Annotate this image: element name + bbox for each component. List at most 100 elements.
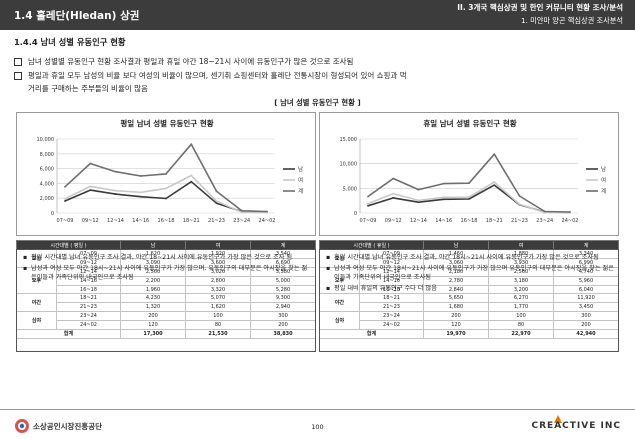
footer-org-name: 소상공인시장진흥공단	[33, 422, 102, 431]
data-point	[165, 173, 167, 175]
data-point	[367, 195, 369, 198]
y-tick-label: 0	[354, 211, 357, 217]
bullet-text-continued: 거리를 구매하는 주부들의 비율이 많음	[28, 84, 148, 93]
y-tick-label: 6,000	[40, 167, 54, 173]
legend-label: 여	[601, 176, 606, 184]
data-point	[493, 184, 496, 187]
data-point	[468, 182, 470, 185]
data-point	[442, 182, 445, 185]
chart-title: 평일 남녀 성별 유동인구 현황	[120, 119, 214, 128]
note-item: 평일 대비 휴일의 유동인구 수다 더 많음	[326, 284, 614, 294]
y-tick-label: 8,000	[40, 152, 54, 158]
x-tick-label: 14~16	[435, 218, 452, 224]
chart-title: 휴일 남녀 성별 유동인구 현황	[423, 119, 517, 128]
org-logo-icon	[15, 419, 29, 433]
brand-mark-icon	[554, 415, 562, 423]
data-point	[89, 185, 92, 188]
data-point	[442, 198, 445, 201]
legend-label: 여	[298, 176, 303, 184]
data-point	[569, 211, 571, 213]
table-total-row: 합계 17,300 21,530 38,830	[16, 329, 316, 339]
data-point	[367, 204, 369, 207]
data-point	[493, 181, 496, 183]
x-tick-label: 21~23	[208, 218, 225, 224]
bullet-text: 남녀 성별별 유동인구 현황 조사결과 평일과 휴일 야간 18~21시 사이에…	[28, 57, 354, 66]
x-tick-label: 16~18	[158, 218, 175, 224]
data-point	[518, 203, 521, 206]
weekday-notes: 평일 시간대별 남녀 유동인구 조사 결과, 야간 18~21시 사이에 유동인…	[16, 249, 316, 352]
x-tick-label: 18~21	[183, 218, 200, 224]
legend-label: 남	[298, 165, 303, 173]
note-item: 휴일 시간대별 남녀 유동인구 조사 결과, 야간 18시~21시 사이에 유동…	[326, 253, 614, 263]
data-point	[543, 210, 546, 213]
x-tick-label: 07~09	[360, 218, 377, 224]
y-tick-label: 10,000	[37, 137, 55, 143]
legend-label: 계	[298, 187, 303, 195]
weekend-notes: 휴일 시간대별 남녀 유동인구 조사 결과, 야간 18시~21시 사이에 유동…	[319, 249, 619, 352]
y-tick-label: 5,000	[343, 186, 357, 192]
data-point	[367, 202, 369, 205]
data-point	[240, 211, 243, 214]
note-item: 평일 시간대별 남녀 유동인구 조사 결과, 야간 18~21시 사이에 유동인…	[23, 253, 311, 263]
data-point	[442, 196, 445, 199]
y-tick-label: 15,000	[340, 137, 358, 143]
data-point	[190, 180, 193, 183]
data-point	[392, 177, 395, 180]
y-tick-label: 4,000	[40, 181, 54, 187]
data-point	[139, 175, 142, 177]
group-cell: 심야	[319, 311, 360, 331]
x-tick-label: 23~24	[233, 218, 250, 224]
data-point	[190, 174, 193, 177]
x-tick-label: 16~18	[461, 218, 478, 224]
x-tick-label: 12~14	[410, 218, 427, 224]
data-point	[165, 197, 167, 200]
data-point	[114, 170, 117, 173]
data-point	[518, 195, 521, 197]
data-point	[190, 143, 193, 146]
x-tick-label: 09~12	[385, 218, 402, 224]
bullet-item: 평일과 휴일 모두 남성의 비율 보다 여성의 비율이 많으며, 센기취 쇼핑센…	[14, 70, 619, 96]
data-point	[114, 193, 117, 195]
note-item: 남성과 여성 모두 야간 18시~21시 사이에 유동인구가 가장 많으며 유동…	[326, 264, 614, 283]
report-subtitle: 1. 미얀마 양곤 핵심상권 조사분석	[521, 16, 623, 25]
header-bar	[0, 0, 635, 30]
data-point	[240, 209, 243, 212]
data-point	[165, 187, 167, 190]
figure-title: [ 남녀 성별 유동인구 현황 ]	[274, 98, 361, 107]
y-tick-label: 10,000	[340, 162, 358, 168]
brand-name: CREACTIVE INC	[531, 421, 621, 431]
table-header-row: 시간대별 ( 휴일 ) 남 여 계	[319, 240, 619, 250]
table-header-row: 시간대별 ( 평일 ) 남 여 계	[16, 240, 316, 250]
y-tick-label: 0	[51, 211, 54, 217]
data-point	[64, 200, 66, 202]
x-tick-label: 21~23	[511, 218, 528, 224]
x-tick-label: 12~14	[107, 218, 124, 224]
data-point	[64, 197, 66, 200]
section-title: 1.4.4 남녀 성별 유동인구 현황	[14, 37, 126, 47]
weekday-chart: 평일 남녀 성별 유동인구 현황 0 2,000 4,000 6,000 8,000 10…	[16, 112, 316, 236]
data-point	[493, 153, 496, 156]
bullet-text: 평일과 휴일 모두 남성의 비율 보다 여성의 비율이 많으며, 센기취 쇼핑센…	[28, 71, 407, 80]
data-point	[139, 191, 142, 194]
data-point	[417, 201, 420, 204]
legend-label: 남	[601, 165, 606, 173]
y-tick-label: 2,000	[40, 196, 54, 202]
footer-divider	[0, 409, 635, 410]
x-tick-label: 24~02	[259, 218, 276, 224]
data-point	[89, 189, 92, 192]
data-point	[392, 197, 395, 199]
legend-label: 계	[601, 187, 606, 195]
table-total-row: 합계 19,970 22,970 42,940	[319, 329, 619, 339]
group-cell: 야간	[16, 293, 57, 313]
data-point	[215, 200, 218, 202]
weekday-line-chart: 0 2,000 4,000 6,000 8,000 10,000 07~09 09~12 12~…	[37, 137, 304, 224]
data-point	[64, 185, 66, 188]
page-number: 100	[311, 423, 324, 431]
data-point	[89, 162, 92, 165]
note-item: 남성과 여성 모두 야간 18시~21시 사이에 유동인구가 가장 많으며, 유…	[23, 264, 311, 283]
group-cell: 심야	[16, 311, 57, 331]
x-tick-label: 07~09	[57, 218, 74, 224]
x-tick-label: 09~12	[82, 218, 99, 224]
data-point	[266, 210, 268, 213]
weekend-line-chart: 0 5,000 10,000 15,000 07~09 09~12 12~14 14~16 16…	[340, 137, 607, 224]
